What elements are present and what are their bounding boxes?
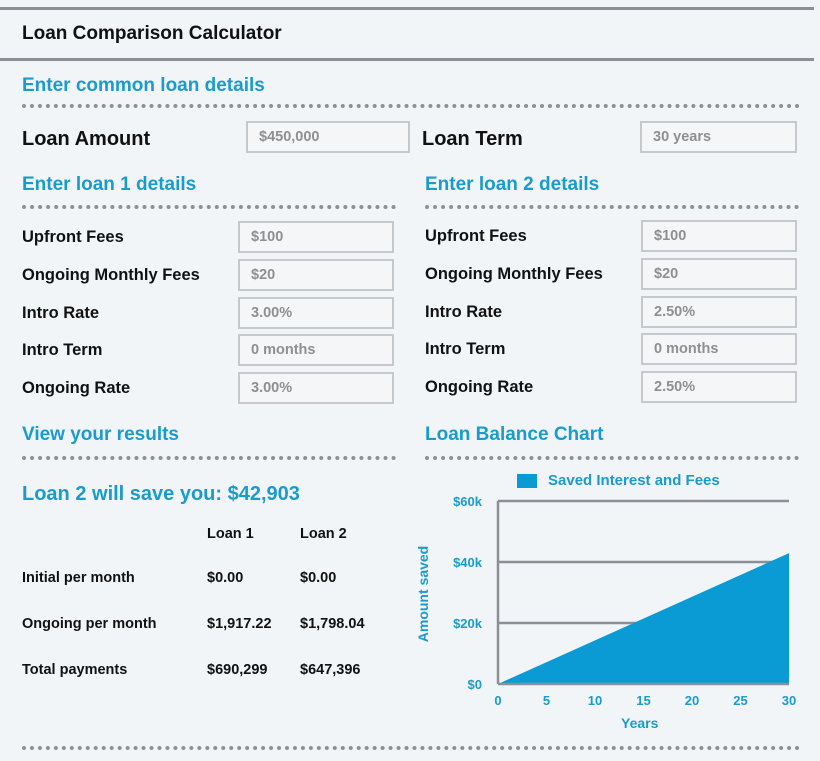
results-divider [22,456,396,460]
loan1-upfront-fees-input[interactable] [251,229,392,245]
loan2-upfront-fees-input[interactable] [654,228,795,244]
loan2-monthly-fees-field[interactable] [641,258,797,290]
title-border [0,58,814,61]
y-tick-label: $60k [453,494,483,509]
x-tick-label: 30 [782,693,796,708]
loan1-monthly-fees-field[interactable] [238,259,394,291]
savings-headline: Loan 2 will save you: $42,903 [22,483,300,505]
loan2-intro-term-field[interactable] [641,333,797,365]
x-tick-label: 0 [494,693,501,708]
x-axis-title: Years [621,715,659,731]
loan2-upfront-fees-label: Upfront Fees [425,227,527,245]
y-tick-label: $20k [453,616,483,631]
y-axis-title: Amount saved [415,545,431,643]
row-value-initial-loan2: $0.00 [300,570,337,586]
loan2-ongoing-rate-label: Ongoing Rate [425,378,534,396]
legend-swatch [517,473,537,488]
x-tick-label: 5 [543,693,550,708]
top-border [0,7,814,10]
common-details-heading: Enter common loan details [22,75,265,96]
row-value-initial-loan1: $0.00 [207,570,244,586]
row-label-ongoing: Ongoing per month [22,616,157,632]
x-tick-label: 25 [733,693,747,708]
x-tick-label: 10 [588,693,602,708]
row-value-total-loan2: $647,396 [300,662,361,678]
bottom-divider [22,746,800,750]
loan1-monthly-fees-label: Ongoing Monthly Fees [22,266,200,284]
row-label-initial: Initial per month [22,570,135,586]
loan2-upfront-fees-field[interactable] [641,220,797,252]
column-header-loan1: Loan 1 [207,526,254,542]
y-tick-label: $40k [453,555,483,570]
loan-amount-field[interactable] [246,121,410,153]
loan2-intro-rate-field[interactable] [641,296,797,328]
row-value-total-loan1: $690,299 [207,662,268,678]
loan1-intro-rate-field[interactable] [238,297,394,329]
loan2-monthly-fees-label: Ongoing Monthly Fees [425,265,603,283]
loan1-upfront-fees-field[interactable] [238,221,394,253]
saved-interest-area [498,553,789,684]
loan1-intro-rate-label: Intro Rate [22,304,100,322]
loan1-intro-term-input[interactable] [251,342,392,358]
x-tick-label: 20 [685,693,699,708]
loan-term-field[interactable] [640,121,797,153]
loan1-intro-term-label: Intro Term [22,341,103,359]
loan2-intro-term-label: Intro Term [425,340,506,358]
loan2-divider [425,205,799,209]
legend-label: Saved Interest and Fees [548,472,720,489]
loan1-ongoing-rate-input[interactable] [251,380,392,396]
loan-term-input[interactable] [653,129,795,145]
loan1-monthly-fees-input[interactable] [251,267,392,283]
loan2-intro-term-input[interactable] [654,341,795,357]
common-details-divider [22,104,800,108]
y-tick-label: $0 [468,677,482,692]
row-label-total: Total payments [22,662,128,678]
chart-divider [425,456,799,460]
loan1-ongoing-rate-field[interactable] [238,372,394,404]
loan-amount-label: Loan Amount [22,128,151,150]
loan1-intro-term-field[interactable] [238,334,394,366]
loan-term-label: Loan Term [422,128,523,150]
loan1-ongoing-rate-label: Ongoing Rate [22,379,131,397]
loan2-ongoing-rate-field[interactable] [641,371,797,403]
loan1-intro-rate-input[interactable] [251,305,392,321]
loan1-upfront-fees-label: Upfront Fees [22,228,124,246]
page-title: Loan Comparison Calculator [22,23,282,44]
loan1-heading: Enter loan 1 details [22,174,197,195]
row-value-ongoing-loan1: $1,917.22 [207,616,272,632]
loan1-divider [22,205,396,209]
column-header-loan2: Loan 2 [300,526,347,542]
loan2-monthly-fees-input[interactable] [654,266,795,282]
x-tick-label: 15 [636,693,650,708]
loan2-ongoing-rate-input[interactable] [654,379,795,395]
loan-amount-input[interactable] [259,129,408,145]
row-value-ongoing-loan2: $1,798.04 [300,616,365,632]
loan2-intro-rate-label: Intro Rate [425,303,503,321]
chart-legend: Saved Interest and Fees [517,472,720,489]
chart-heading: Loan Balance Chart [425,424,604,445]
results-heading: View your results [22,424,179,445]
loan2-heading: Enter loan 2 details [425,174,600,195]
loan2-intro-rate-input[interactable] [654,304,795,320]
